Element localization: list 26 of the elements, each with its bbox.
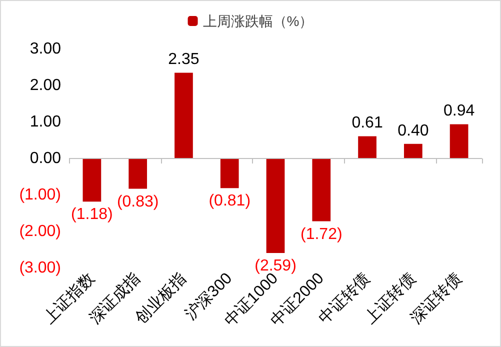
data-label: 2.35: [168, 51, 200, 68]
y-tick-label: 1.00: [30, 114, 62, 130]
data-label: (2.59): [254, 258, 296, 275]
bar: [82, 158, 102, 202]
data-label: 0.40: [398, 122, 429, 140]
bar: [450, 124, 468, 158]
data-label: (0.83): [116, 193, 159, 210]
legend-label: 上周涨跌幅（%）: [202, 13, 314, 29]
y-tick-label: 0.00: [30, 150, 62, 167]
bar: [358, 136, 376, 158]
y-tick-label: (3.00): [19, 260, 61, 276]
bar: [266, 158, 285, 254]
bar: [128, 158, 148, 189]
bar: [220, 158, 239, 188]
data-label: (1.72): [300, 226, 342, 243]
data-label: (1.18): [71, 206, 113, 224]
bar: [174, 72, 193, 158]
data-label: 0.61: [352, 114, 383, 132]
bar: [312, 158, 331, 222]
bar: [404, 144, 422, 158]
y-tick-label: 3.00: [30, 40, 62, 58]
data-label: 0.94: [443, 102, 475, 120]
data-label: (0.81): [208, 192, 251, 210]
y-tick-label: (1.00): [19, 186, 61, 204]
y-tick-label: 2.00: [30, 77, 62, 94]
y-tick-label: (2.00): [19, 223, 61, 240]
